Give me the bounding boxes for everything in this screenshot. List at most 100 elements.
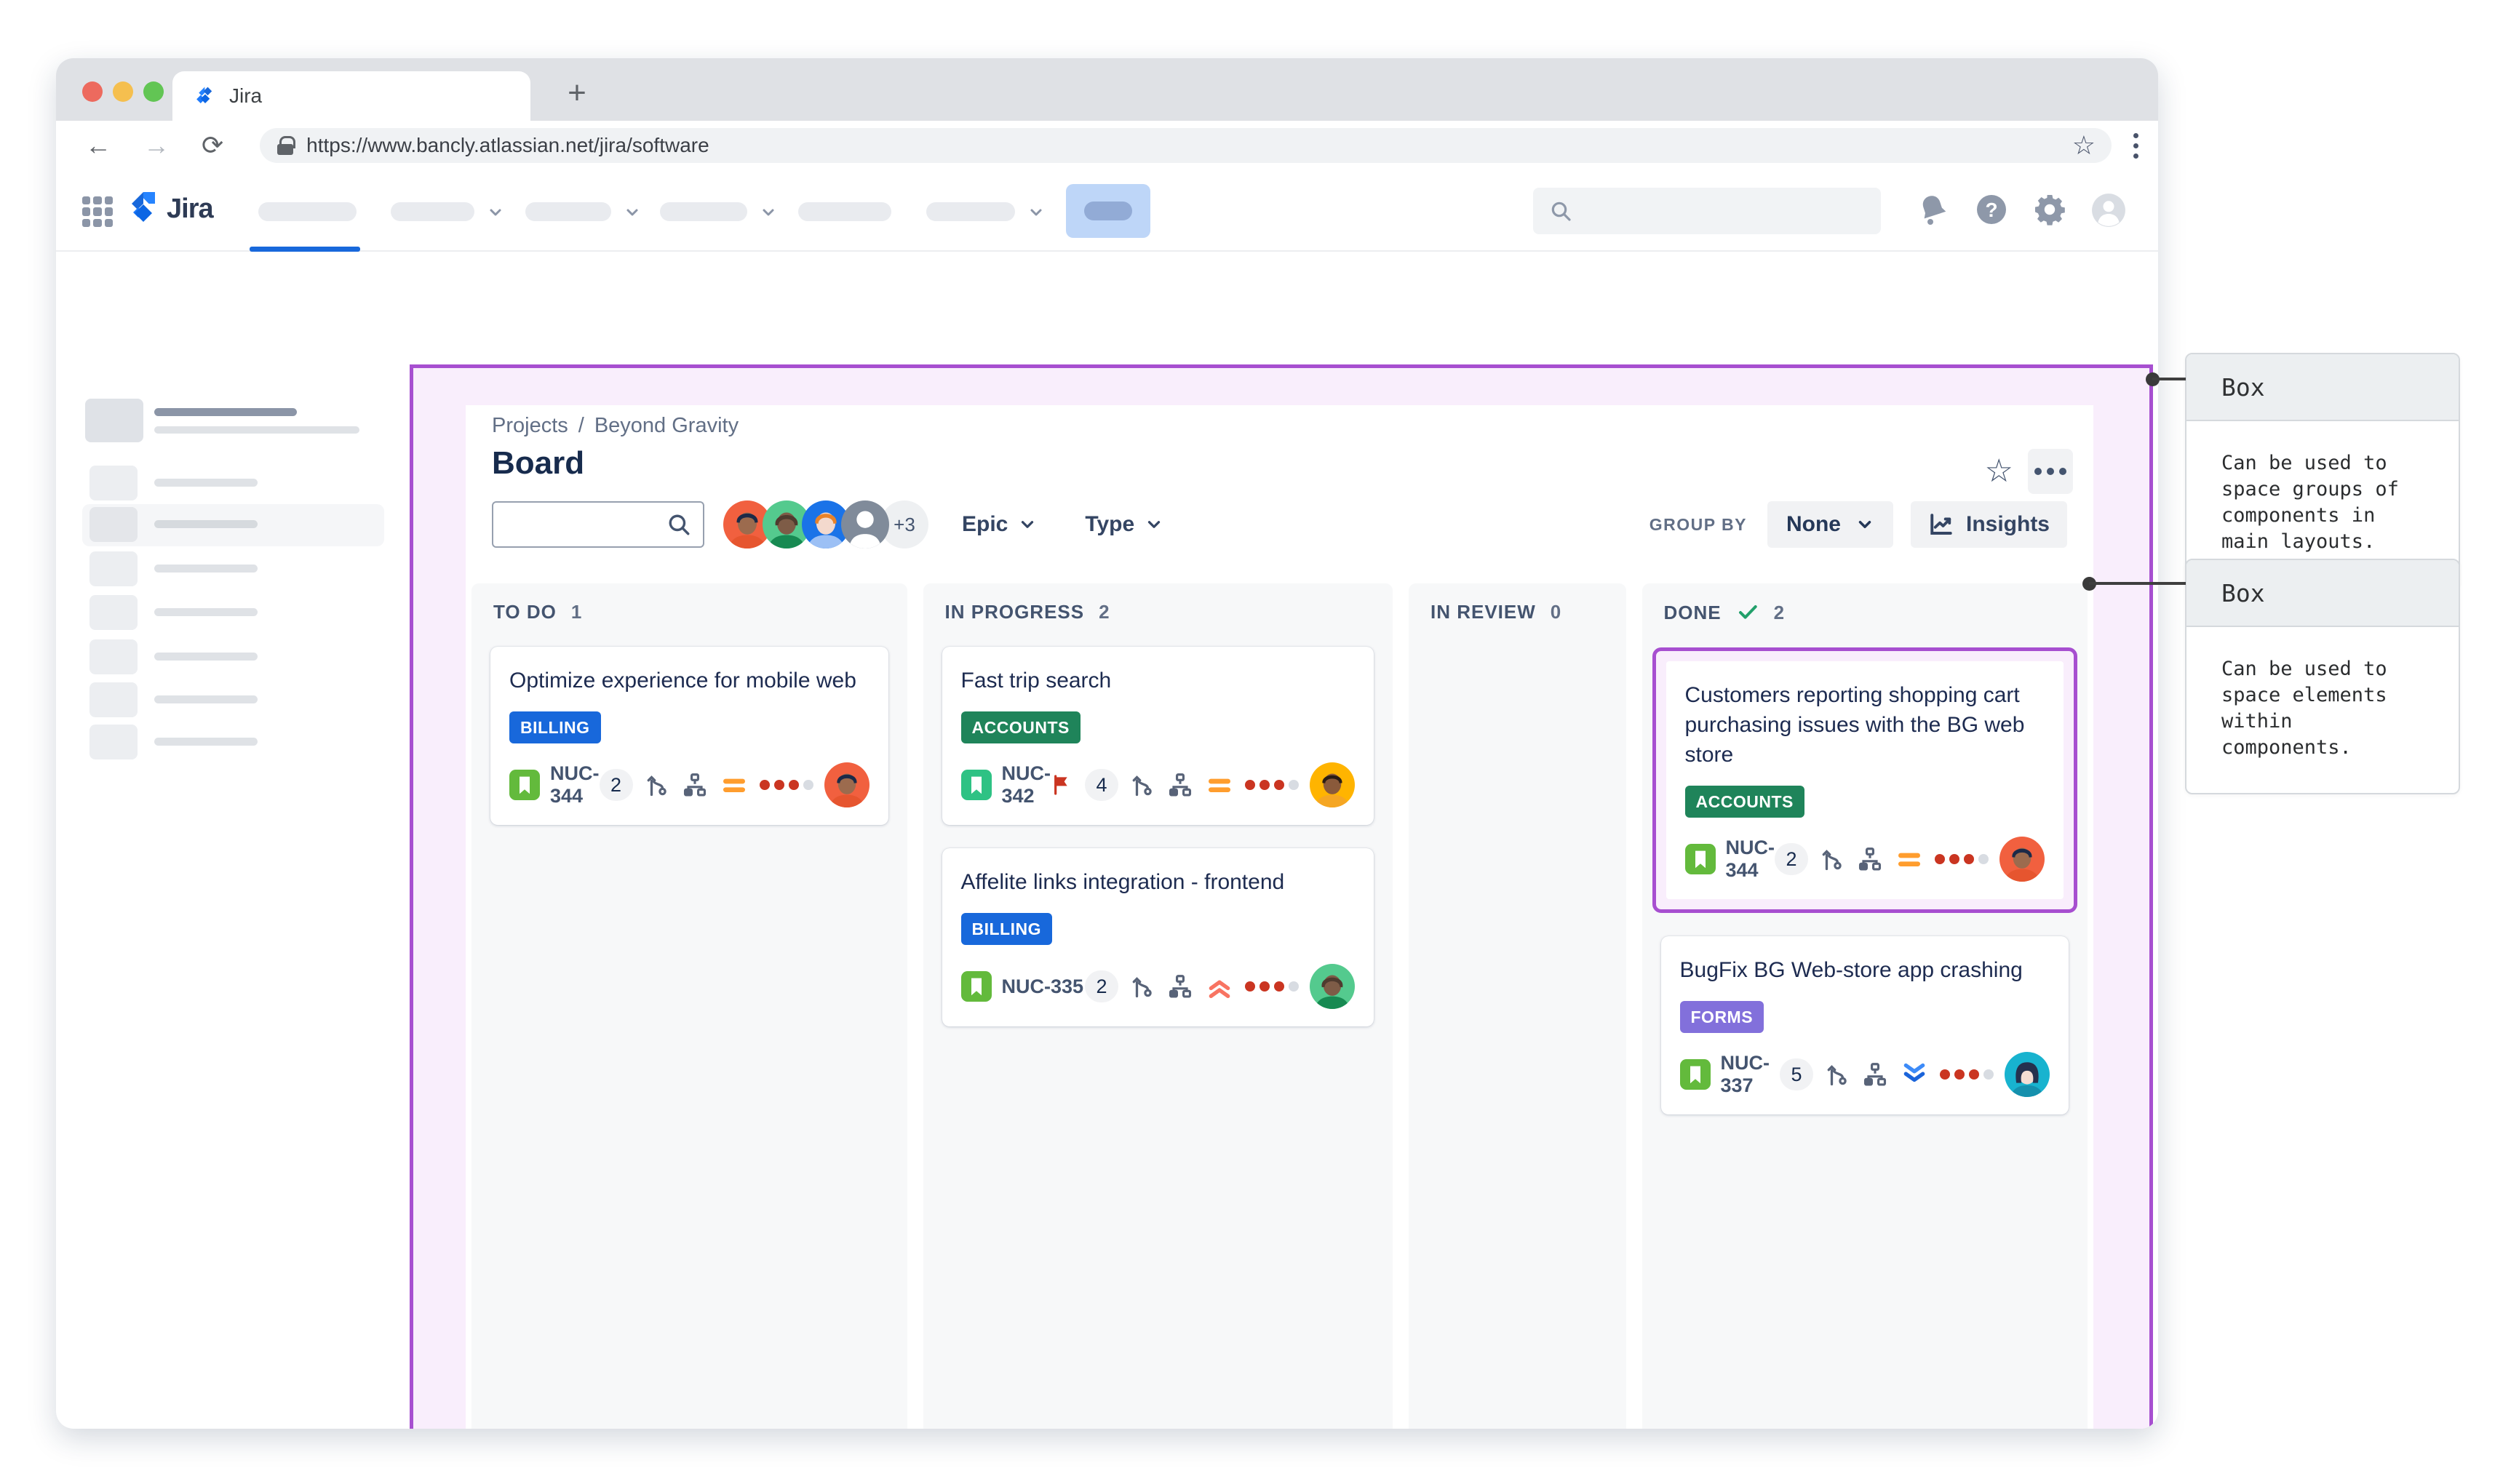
avatar-generic[interactable] (841, 500, 889, 548)
card-label-tag[interactable]: ACCOUNTS (1684, 786, 1804, 818)
subtasks-icon (681, 771, 709, 799)
issue-key[interactable]: NUC-337 (1720, 1052, 1770, 1096)
issue-key[interactable]: NUC-342 (1001, 762, 1051, 807)
column-title: TO DO (493, 601, 557, 623)
issue-key[interactable]: NUC-335 (1001, 975, 1084, 997)
jira-logo-icon[interactable] (126, 191, 161, 228)
avatar[interactable] (723, 500, 771, 548)
sidebar-project-icon-placeholder (85, 399, 143, 442)
epic-filter-dropdown[interactable]: Epic (962, 512, 1037, 537)
sidebar-label-placeholder (154, 608, 258, 616)
assignee-avatar[interactable] (824, 762, 869, 807)
active-nav-underline (250, 247, 360, 252)
back-button[interactable]: ← (85, 130, 111, 160)
favorite-star-icon[interactable]: ☆ (1984, 453, 2013, 489)
minimize-window-button[interactable] (113, 81, 133, 102)
issue-card[interactable]: Affelite links integration - frontend BI… (942, 848, 1374, 1026)
sidebar-item-placeholder[interactable] (89, 639, 138, 674)
reload-button[interactable]: ⟳ (202, 130, 224, 160)
profile-avatar-icon[interactable] (2090, 192, 2127, 228)
maximize-window-button[interactable] (143, 81, 164, 102)
jira-app: Jira ? (56, 170, 2158, 1429)
nav-item-placeholder[interactable] (926, 202, 1015, 221)
story-type-icon (1684, 844, 1716, 874)
browser-menu-icon[interactable] (2133, 132, 2139, 159)
page-title: Board (492, 445, 585, 481)
issue-card[interactable]: Customers reporting shopping cart purcha… (1666, 661, 2064, 899)
insights-button[interactable]: Insights (1910, 501, 2067, 548)
assignee-avatar[interactable] (2005, 1052, 2050, 1097)
nav-item-placeholder[interactable] (660, 202, 747, 221)
issue-card[interactable]: Optimize experience for mobile web BILLI… (490, 647, 888, 825)
card-title: Fast trip search (960, 669, 1112, 693)
subtasks-icon (1166, 771, 1194, 799)
board-search-input[interactable] (492, 501, 704, 548)
sidebar-item-placeholder[interactable] (89, 466, 138, 500)
nav-item-placeholder[interactable] (391, 202, 474, 221)
card-label-tag[interactable]: BILLING (960, 913, 1052, 945)
breadcrumb-separator: / (578, 414, 584, 437)
sidebar-label-placeholder (154, 653, 258, 661)
address-bar[interactable]: https://www.bancly.atlassian.net/jira/so… (260, 128, 2112, 163)
close-window-button[interactable] (82, 81, 103, 102)
annotation-box-layout: Box Can be used to space groups of compo… (2185, 353, 2460, 589)
spec-outline-box: Projects / Beyond Gravity Board ☆ (410, 364, 2153, 1429)
assignee-avatar-group[interactable]: +3 (723, 500, 928, 548)
notifications-bell-icon[interactable] (1916, 192, 1951, 227)
assignee-avatar[interactable] (1310, 762, 1355, 807)
column-count: 1 (570, 601, 583, 623)
nav-item-placeholder[interactable] (525, 202, 611, 221)
nav-item-placeholder[interactable] (798, 202, 891, 221)
app-switcher-icon[interactable] (82, 196, 113, 227)
url-text[interactable]: https://www.bancly.atlassian.net/jira/so… (306, 134, 709, 156)
column-todo: TO DO 1 Optimize experience for mobile w… (471, 583, 907, 1429)
sidebar-item-placeholder[interactable] (89, 507, 138, 542)
type-filter-dropdown[interactable]: Type (1085, 512, 1163, 537)
breadcrumb: Projects / Beyond Gravity (492, 414, 2067, 438)
group-by-dropdown[interactable]: None (1767, 501, 1893, 548)
column-count: 2 (1099, 601, 1110, 623)
breadcrumb-project-name[interactable]: Beyond Gravity (594, 414, 739, 437)
column-done: DONE 2 Customers reporting shopping cart… (1641, 583, 2088, 1429)
svg-text:?: ? (1985, 199, 1997, 221)
column-title: DONE (1663, 601, 1722, 623)
new-tab-button[interactable]: + (568, 75, 586, 111)
branch-icon (1824, 1061, 1850, 1088)
estimate-badge: 2 (1085, 970, 1118, 1002)
column-in-review: IN REVIEW 0 (1409, 583, 1626, 1429)
browser-tab[interactable]: Jira (172, 71, 530, 121)
forward-button[interactable]: → (143, 130, 170, 160)
settings-gear-icon[interactable] (2032, 192, 2067, 227)
assignee-avatar[interactable] (1310, 964, 1355, 1009)
issue-card[interactable]: Fast trip search ACCOUNTS NUC-342 4 (942, 647, 1374, 825)
issue-key[interactable]: NUC-344 (550, 762, 600, 807)
column-title: IN REVIEW (1430, 601, 1536, 623)
card-label-tag[interactable]: FORMS (1679, 1001, 1764, 1033)
issue-key[interactable]: NUC-344 (1725, 837, 1775, 881)
card-label-tag[interactable]: ACCOUNTS (960, 711, 1081, 743)
nav-item-placeholder-active[interactable] (258, 202, 357, 221)
bookmark-star-icon[interactable]: ☆ (2072, 130, 2096, 160)
sidebar-label-placeholder (154, 479, 258, 487)
create-button-placeholder[interactable] (1066, 184, 1150, 238)
story-type-icon (960, 971, 992, 1002)
branch-icon (1129, 772, 1155, 798)
sidebar-item-placeholder[interactable] (89, 725, 138, 759)
assignee-avatar[interactable] (1999, 837, 2045, 882)
insights-chart-icon (1930, 514, 1952, 535)
global-search-input[interactable] (1533, 188, 1881, 234)
sidebar-item-placeholder[interactable] (89, 551, 138, 586)
board-more-button[interactable] (2028, 449, 2073, 494)
breadcrumb-projects[interactable]: Projects (492, 414, 568, 437)
connector-line (2089, 582, 2186, 585)
chevron-down-icon (1022, 521, 1034, 528)
estimate-badge: 4 (1085, 769, 1118, 801)
sidebar-item-placeholder[interactable] (89, 595, 138, 630)
help-icon[interactable]: ? (1974, 192, 2009, 227)
issue-card[interactable]: BugFix BG Web-store app crashing FORMS N… (1660, 936, 2069, 1114)
card-label-tag[interactable]: BILLING (509, 711, 601, 743)
story-type-icon (509, 770, 540, 800)
app-top-nav: Jira ? (56, 170, 2158, 252)
sidebar-item-placeholder[interactable] (89, 682, 138, 717)
subtasks-icon (1856, 845, 1884, 873)
